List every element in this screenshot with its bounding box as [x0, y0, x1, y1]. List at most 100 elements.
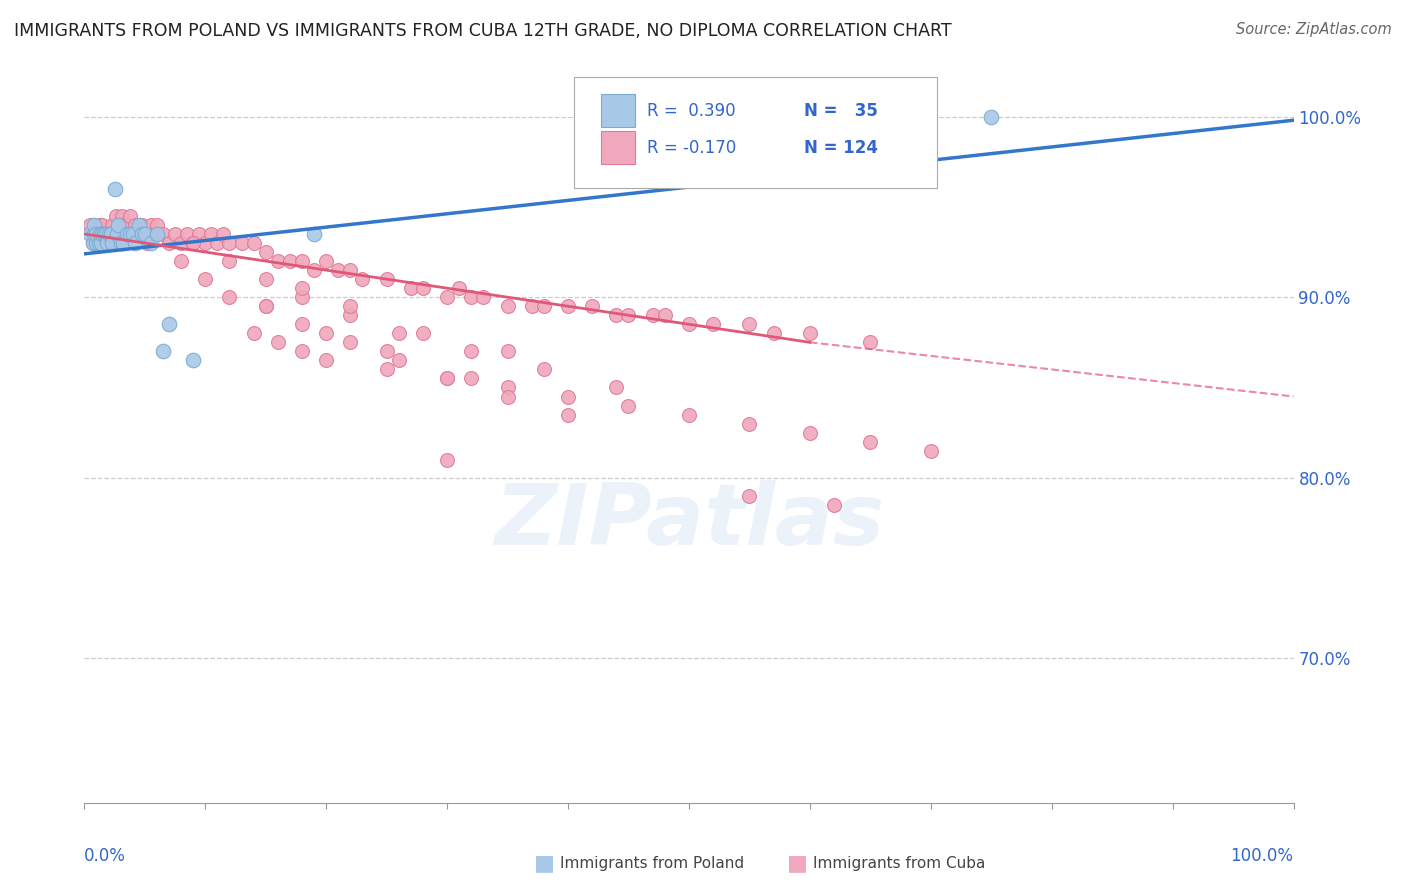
- Text: N = 124: N = 124: [804, 138, 877, 157]
- Point: [823, 498, 845, 512]
- Point: [136, 235, 159, 250]
- Point: [104, 209, 127, 223]
- Point: [105, 227, 128, 241]
- FancyBboxPatch shape: [574, 78, 936, 188]
- Point: [165, 227, 187, 241]
- Point: [134, 227, 156, 241]
- Point: [557, 299, 579, 313]
- Point: [96, 235, 118, 250]
- Point: [533, 362, 555, 376]
- Point: [124, 235, 146, 250]
- Point: [267, 254, 290, 268]
- Point: [352, 272, 374, 286]
- Point: [702, 318, 724, 332]
- Point: [520, 299, 543, 313]
- Point: [920, 443, 942, 458]
- Point: [181, 353, 204, 368]
- Point: [82, 235, 104, 250]
- Point: [128, 218, 150, 232]
- Point: [315, 254, 337, 268]
- Point: [94, 227, 117, 241]
- Point: [388, 326, 411, 341]
- Point: [291, 344, 314, 359]
- Point: [117, 218, 139, 232]
- Point: [108, 235, 131, 250]
- Point: [678, 408, 700, 422]
- Point: [146, 218, 169, 232]
- Point: [859, 434, 882, 449]
- Point: [218, 235, 240, 250]
- Point: [581, 299, 603, 313]
- Point: [90, 235, 112, 250]
- Point: [86, 227, 108, 241]
- Text: 100.0%: 100.0%: [1230, 847, 1294, 865]
- Point: [93, 235, 115, 250]
- Point: [90, 235, 112, 250]
- Point: [176, 227, 198, 241]
- Point: [738, 489, 761, 503]
- Point: [157, 318, 180, 332]
- Point: [605, 308, 627, 322]
- Point: [110, 227, 132, 241]
- Point: [496, 299, 519, 313]
- Point: [412, 326, 434, 341]
- Point: [188, 227, 211, 241]
- Point: [315, 353, 337, 368]
- Point: [112, 235, 135, 250]
- Point: [111, 209, 134, 223]
- Point: [339, 263, 361, 277]
- Point: [100, 235, 122, 250]
- Point: [412, 281, 434, 295]
- Point: [115, 227, 138, 241]
- Point: [121, 227, 143, 241]
- Point: [110, 235, 132, 250]
- Point: [496, 344, 519, 359]
- Point: [231, 235, 253, 250]
- Point: [89, 218, 111, 232]
- Point: [107, 218, 129, 232]
- Point: [375, 272, 398, 286]
- Point: [738, 318, 761, 332]
- Point: [339, 299, 361, 313]
- Point: [139, 235, 162, 250]
- Point: [91, 227, 114, 241]
- Point: [557, 408, 579, 422]
- Point: [131, 227, 153, 241]
- Point: [83, 227, 105, 241]
- Bar: [600, 94, 634, 128]
- Point: [254, 299, 277, 313]
- Point: [496, 380, 519, 394]
- Point: [152, 227, 174, 241]
- Point: [267, 335, 290, 350]
- Text: ■: ■: [787, 854, 808, 873]
- Point: [436, 371, 458, 385]
- Point: [101, 235, 124, 250]
- Text: Immigrants from Cuba: Immigrants from Cuba: [813, 856, 986, 871]
- Point: [120, 227, 142, 241]
- Point: [678, 318, 700, 332]
- Point: [641, 308, 664, 322]
- Point: [738, 417, 761, 431]
- Point: [617, 308, 640, 322]
- Point: [121, 227, 143, 241]
- Point: [302, 227, 325, 241]
- Point: [762, 326, 785, 341]
- Point: [139, 218, 162, 232]
- Point: [859, 335, 882, 350]
- Point: [472, 290, 495, 304]
- Point: [605, 380, 627, 394]
- Point: [89, 227, 111, 241]
- Point: [254, 245, 277, 260]
- Point: [617, 399, 640, 413]
- Point: [436, 452, 458, 467]
- Text: Source: ZipAtlas.com: Source: ZipAtlas.com: [1236, 22, 1392, 37]
- Text: ZIPatlas: ZIPatlas: [494, 480, 884, 563]
- Point: [83, 227, 105, 241]
- Point: [194, 272, 217, 286]
- Point: [207, 235, 229, 250]
- Point: [302, 263, 325, 277]
- Point: [107, 218, 129, 232]
- Point: [278, 254, 301, 268]
- Point: [449, 281, 471, 295]
- Point: [83, 218, 105, 232]
